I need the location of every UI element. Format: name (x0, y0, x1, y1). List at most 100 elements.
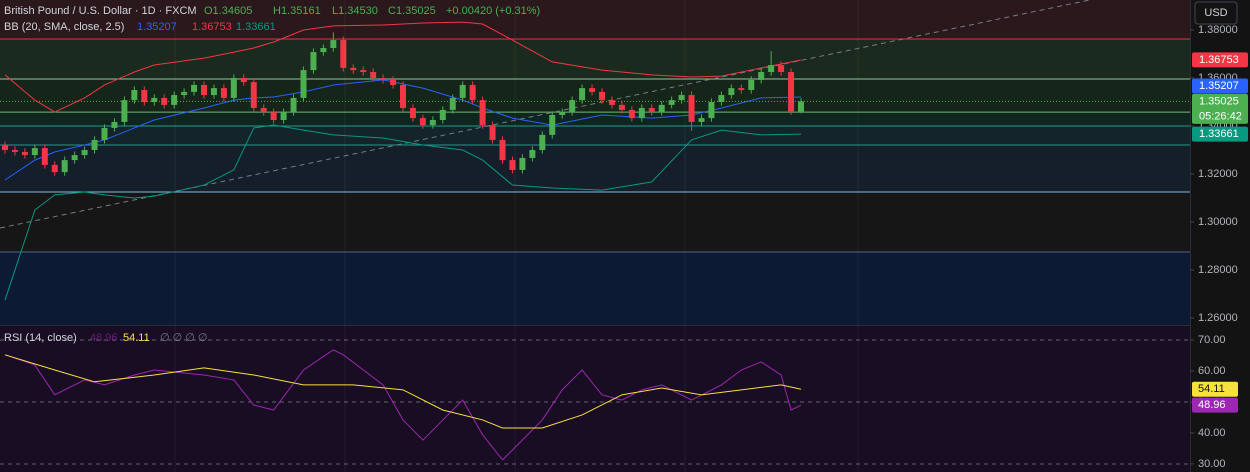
price-tag (1192, 52, 1248, 68)
candle-body (270, 112, 277, 121)
currency[interactable]: USD (1204, 7, 1227, 19)
candle-body (599, 91, 605, 101)
candle-body (111, 121, 118, 128)
candle-body (141, 90, 148, 103)
zone (0, 192, 1190, 253)
candle-body (310, 52, 317, 71)
symbol-title: British Pound / U.S. Dollar · 1D · FXCM (4, 5, 197, 17)
candle-body (768, 65, 775, 73)
candle-body (429, 120, 436, 126)
candle-body (449, 97, 456, 110)
candle-body (290, 97, 297, 113)
candle-body (320, 48, 327, 53)
candle-body (419, 118, 426, 126)
close: C1.35025 (388, 5, 436, 17)
candle-body (409, 108, 416, 119)
candle-body (658, 104, 665, 113)
high: H1.35161 (273, 5, 321, 17)
rsi-line (4, 354, 802, 429)
currency-button[interactable] (1194, 1, 1238, 25)
candle-body (2, 145, 8, 151)
candle-body (11, 150, 18, 152)
y-tick-label: 1.28000 (1198, 264, 1238, 276)
time-grid (174, 0, 859, 472)
price-tag (1192, 126, 1248, 142)
y-tick-label: 30.00 (1198, 458, 1226, 470)
zone (0, 144, 1190, 193)
candle-body (519, 157, 526, 170)
candle-body (400, 84, 406, 109)
bb-legend-value: 1.35207 (137, 21, 177, 33)
candle-body (618, 104, 625, 110)
y-tick-label: 70.00 (1198, 334, 1226, 346)
zone (0, 0, 1190, 40)
candle-body (579, 88, 586, 101)
candle-body (718, 95, 725, 103)
price-tag-label: 1.35207 (1199, 80, 1239, 92)
candle-body (61, 160, 68, 173)
rsi-tag (1192, 381, 1238, 397)
candle-body (688, 95, 695, 122)
candle-body (778, 65, 785, 73)
candle-body (569, 100, 576, 113)
rsi-pane (0, 339, 1190, 465)
candle-body (151, 97, 158, 103)
zone (0, 78, 1190, 113)
y-tick-label: 1.26000 (1198, 312, 1238, 324)
candle-body (708, 102, 715, 119)
candle-body (81, 150, 88, 156)
candle-body (788, 72, 795, 112)
candle-body (648, 108, 655, 113)
rsi-tag (1192, 397, 1238, 413)
candle-body (370, 72, 377, 79)
candle-body (280, 112, 287, 121)
candle-body (330, 40, 337, 49)
candle-body (638, 108, 645, 119)
bb-title: BB (20, SMA, close, 2.5) (4, 21, 124, 33)
candle-body (668, 100, 675, 105)
bollinger-line (4, 21, 802, 113)
candle-body (738, 88, 745, 91)
low: L1.34530 (332, 5, 378, 17)
rsi-background (0, 326, 1190, 472)
candle-body (360, 70, 367, 73)
candle-body (210, 88, 217, 96)
candle-body (698, 118, 705, 122)
countdown: 05:26:42 (1199, 110, 1242, 122)
bb-legend-value: 1.36753 (192, 21, 232, 33)
candle-body (51, 164, 58, 173)
candle-body (201, 84, 207, 96)
candle-body (91, 139, 98, 151)
scale-labels: 1.380001.360001.340001.320001.300001.280… (1190, 24, 1248, 470)
y-tick-label: 1.32000 (1198, 168, 1238, 180)
zone (0, 252, 1190, 325)
price-tag (1192, 78, 1248, 94)
zone (0, 39, 1190, 79)
candle-body (240, 78, 247, 83)
candle-body (260, 108, 267, 113)
candle-body (628, 109, 635, 119)
candle-body (41, 148, 48, 165)
y-tick-label: 1.38000 (1198, 24, 1238, 36)
candle-body (71, 155, 78, 161)
candle-body (678, 95, 685, 101)
candle-body (230, 78, 237, 98)
candle-body (539, 134, 546, 151)
bb-legend-value: 1.33661 (236, 21, 276, 33)
candle-body (181, 91, 188, 96)
candle-body (171, 95, 178, 105)
candle-body (509, 160, 516, 170)
rsi-legend-value: 54.11 (123, 332, 150, 344)
candle-body (728, 88, 735, 96)
candle-body (439, 109, 446, 121)
open: O1.34605 (204, 5, 252, 17)
candle-body (191, 84, 198, 92)
candle-body (459, 84, 466, 98)
candle-body (161, 97, 168, 105)
rsi-placeholder: ∅ ∅ ∅ ∅ (160, 332, 208, 344)
price-tag-label: 1.33661 (1199, 128, 1239, 140)
candle-body (469, 84, 476, 101)
candle-body (559, 112, 566, 115)
candle-body (758, 72, 765, 80)
